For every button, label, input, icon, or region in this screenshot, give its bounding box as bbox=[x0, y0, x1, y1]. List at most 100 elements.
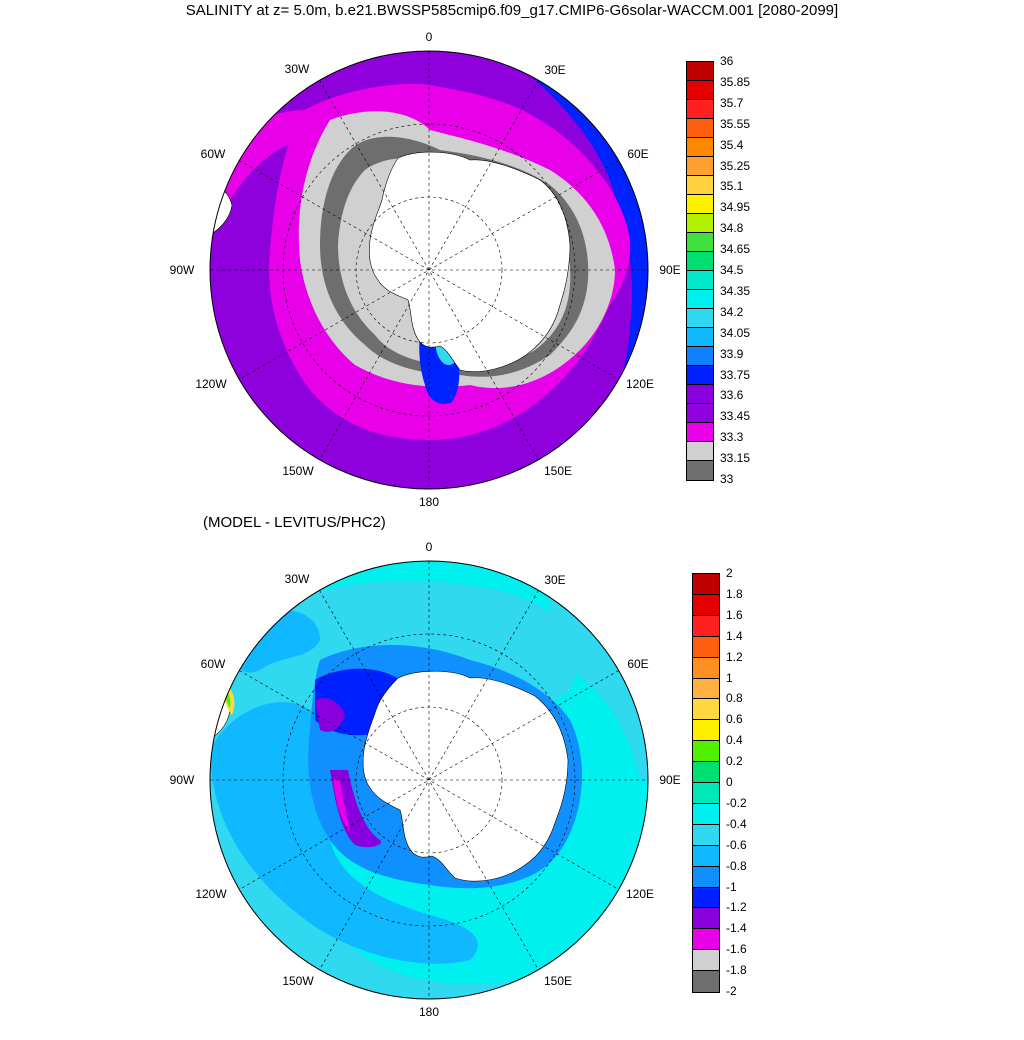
colorbar-label: 34.95 bbox=[720, 200, 751, 215]
ocean-east-purple-fill bbox=[470, 160, 631, 489]
salinity-polar-map: 0 30E 60E 90E 120E 150E 180 150W 120W 90W 60W 30W bbox=[170, 30, 690, 530]
colorbar-swatch bbox=[686, 384, 714, 404]
ross-neg1-4 bbox=[330, 770, 381, 848]
colorbar-label: -0.8 bbox=[726, 858, 747, 873]
colorbar-swatch bbox=[692, 949, 720, 972]
colorbar-swatch bbox=[686, 460, 714, 481]
colorbar-swatch bbox=[686, 327, 714, 347]
colorbar-swatch bbox=[686, 346, 714, 366]
colorbar-label: -1.6 bbox=[726, 942, 747, 957]
ocean-west-magenta bbox=[210, 110, 305, 200]
colorbar-label: 2 bbox=[726, 566, 733, 580]
longitude-label: 60W bbox=[200, 147, 226, 161]
colorbar-swatch bbox=[692, 593, 720, 616]
colorbar-label: 35.25 bbox=[720, 158, 751, 173]
colorbar-label: -0.2 bbox=[726, 795, 747, 810]
graticule bbox=[210, 51, 648, 489]
colorbar-swatch bbox=[686, 175, 714, 195]
colorbar-swatch bbox=[686, 156, 714, 176]
colorbar-label: 36 bbox=[720, 54, 734, 68]
longitude-label: 180 bbox=[418, 495, 440, 509]
colorbar-swatch bbox=[692, 844, 720, 867]
colorbar-swatch bbox=[686, 137, 714, 157]
longitude-label: 30E bbox=[544, 573, 566, 587]
colorbar-swatch bbox=[692, 970, 720, 993]
colorbar-label: -2 bbox=[726, 984, 737, 998]
antarctica-land bbox=[368, 151, 571, 372]
colorbar-label: 33.15 bbox=[720, 451, 751, 466]
longitude-label: 90E bbox=[659, 263, 681, 277]
map-boundary bbox=[209, 50, 649, 490]
colorbar-swatch bbox=[692, 635, 720, 658]
colorbar-label: 1.2 bbox=[726, 649, 743, 664]
colorbar-label: 0.8 bbox=[726, 691, 743, 706]
colorbar-swatch bbox=[692, 928, 720, 951]
colorbar-label: 34.5 bbox=[720, 263, 744, 277]
colorbar-swatch bbox=[686, 365, 714, 385]
colorbar-label: 0.2 bbox=[726, 754, 743, 769]
colorbar-swatch bbox=[686, 422, 714, 442]
colorbar-swatch bbox=[686, 308, 714, 328]
colorbar-swatch bbox=[686, 441, 714, 461]
colorbar-swatch bbox=[686, 403, 714, 423]
colorbar-swatch bbox=[692, 907, 720, 930]
colorbar-swatch bbox=[692, 698, 720, 721]
colorbar-label: -1.4 bbox=[726, 921, 747, 936]
longitude-label: 90W bbox=[169, 773, 195, 787]
colorbar-label: 1.8 bbox=[726, 586, 743, 601]
colorbar-label: 33.45 bbox=[720, 409, 751, 424]
colorbar-label: -1.8 bbox=[726, 963, 747, 978]
colorbar-label: -1 bbox=[726, 879, 737, 894]
longitude-label: 150W bbox=[282, 974, 314, 988]
longitude-label: 30E bbox=[544, 63, 566, 77]
colorbar-label: 35.85 bbox=[720, 74, 751, 89]
colorbar-swatch bbox=[686, 80, 714, 100]
longitude-label: 0 bbox=[425, 540, 433, 554]
colorbar-label: 34.35 bbox=[720, 283, 751, 298]
colorbar-label: 33.9 bbox=[720, 346, 744, 361]
longitude-label: 0 bbox=[425, 30, 433, 44]
colorbar-swatch bbox=[692, 865, 720, 888]
colorbar-swatch bbox=[692, 782, 720, 804]
colorbar-label: 35.1 bbox=[720, 179, 744, 194]
plot-title: SALINITY at z= 5.0m, b.e21.BWSSP585cmip6… bbox=[185, 2, 839, 19]
colorbar-swatch bbox=[686, 251, 714, 271]
colorbar-swatch bbox=[686, 232, 714, 252]
colorbar-swatch bbox=[692, 677, 720, 700]
longitude-label: 90W bbox=[169, 263, 195, 277]
colorbar-swatch bbox=[686, 270, 714, 290]
colorbar-label: 1.6 bbox=[726, 607, 743, 622]
colorbar-swatch bbox=[686, 61, 714, 81]
colorbar-swatch bbox=[686, 118, 714, 138]
colorbar-label: 0.6 bbox=[726, 712, 743, 727]
colorbar-swatch bbox=[692, 719, 720, 742]
colorbar-label: 0.4 bbox=[726, 733, 743, 748]
colorbar-label: 33.3 bbox=[720, 430, 744, 445]
colorbar-label: 34.05 bbox=[720, 325, 751, 340]
colorbar-swatch bbox=[692, 761, 720, 783]
longitude-label: 120E bbox=[625, 377, 655, 391]
longitude-label: 180 bbox=[418, 1005, 440, 1019]
colorbar-swatch bbox=[692, 656, 720, 679]
antarctica-land bbox=[362, 670, 569, 882]
weddell-neg1-2 bbox=[315, 698, 345, 732]
colorbar-swatch bbox=[686, 213, 714, 233]
ocean-neg0-6-west bbox=[210, 702, 478, 964]
colorbar-label: -1.2 bbox=[726, 900, 747, 915]
colorbar-label: 33.75 bbox=[720, 367, 751, 382]
graticule bbox=[210, 561, 648, 999]
map-boundary bbox=[209, 560, 649, 1000]
colorbar-label: 35.7 bbox=[720, 95, 744, 110]
longitude-label: 150W bbox=[282, 464, 314, 478]
colorbar-label: -0.4 bbox=[726, 816, 747, 831]
colorbar-label: 34.65 bbox=[720, 242, 751, 257]
longitude-label: 120W bbox=[195, 887, 227, 901]
longitude-label: 150E bbox=[543, 974, 573, 988]
colorbar-label: 34.8 bbox=[720, 221, 744, 236]
difference-map-svg bbox=[209, 560, 649, 1000]
longitude-label: 30W bbox=[284, 572, 310, 586]
longitude-label: 120E bbox=[625, 887, 655, 901]
longitude-label: 60E bbox=[627, 657, 649, 671]
colorbar-label: 33.6 bbox=[720, 388, 744, 403]
colorbar-swatch bbox=[692, 823, 720, 846]
